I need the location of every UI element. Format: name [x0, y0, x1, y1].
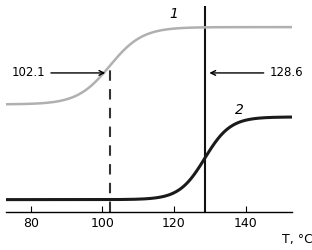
Text: 1: 1: [169, 8, 178, 22]
Text: 128.6: 128.6: [211, 66, 303, 80]
Text: 2: 2: [235, 103, 244, 117]
Text: 102.1: 102.1: [12, 66, 104, 80]
X-axis label: T, °C: T, °C: [282, 233, 312, 246]
